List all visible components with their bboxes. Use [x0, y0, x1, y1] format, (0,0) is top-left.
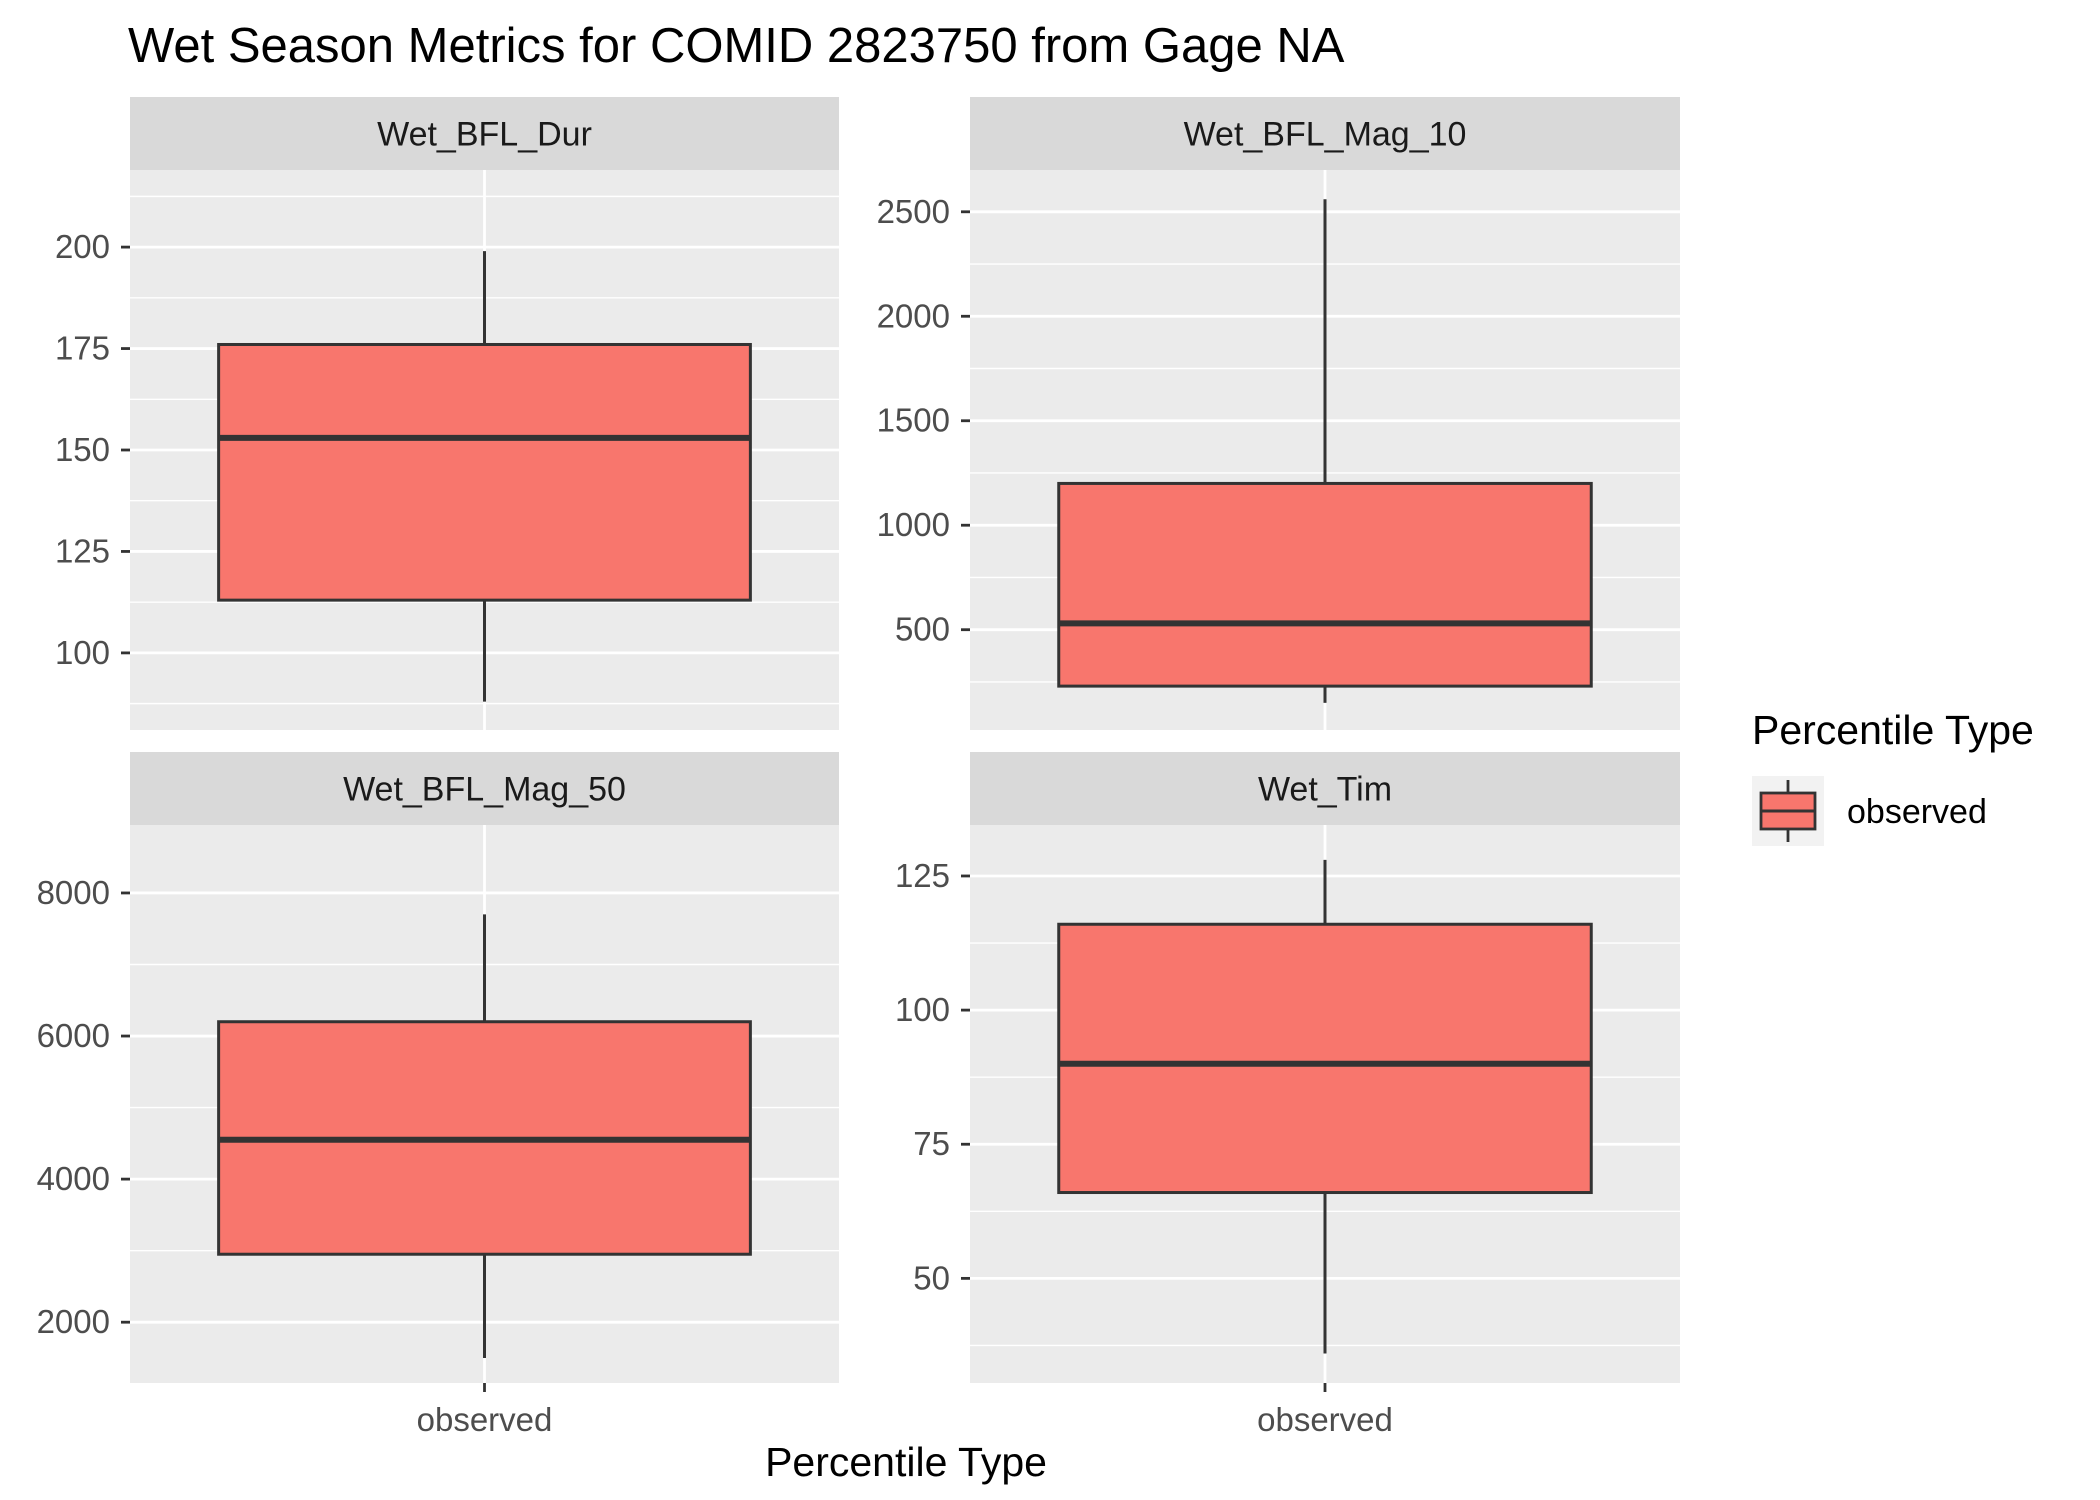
- y-tick-label: 125: [55, 532, 110, 569]
- facet-grid: 100 125 150 175 200 Wet_BFL_Dur 500 1000 1500 200…: [37, 97, 1680, 1438]
- box-iqr: [1057, 922, 1593, 1195]
- y-tick-label: 1000: [877, 506, 950, 543]
- legend-entry: observed: [1752, 776, 1987, 846]
- box-iqr: [217, 342, 752, 602]
- y-tick-label: 500: [895, 611, 950, 648]
- x-tick-label: observed: [1257, 1401, 1393, 1438]
- legend-title: Percentile Type: [1752, 707, 2034, 753]
- facet-panel: 100 125 150 175 200 Wet_BFL_Dur: [55, 97, 839, 730]
- y-tick-label: 8000: [37, 874, 110, 911]
- y-tick-label: 1500: [877, 402, 950, 439]
- facet-strip-label: Wet_BFL_Dur: [377, 116, 592, 154]
- facet-strip: [130, 97, 839, 170]
- facet-panel: 50 75 100 125 Wet_Tim observed: [895, 752, 1680, 1438]
- facet-strip: [970, 752, 1680, 825]
- y-tick-label: 125: [895, 857, 950, 894]
- facet-panel: 2000 4000 6000 8000 Wet_BFL_Mag_50 observed: [37, 752, 839, 1438]
- chart-title: Wet Season Metrics for COMID 2823750 fro…: [128, 19, 1345, 73]
- y-tick-label: 175: [55, 330, 110, 367]
- facet-strip-label: Wet_Tim: [1258, 771, 1392, 809]
- facet-strip: [130, 752, 839, 825]
- y-tick-label: 150: [55, 431, 110, 468]
- y-tick-label: 4000: [37, 1160, 110, 1197]
- y-tick-label: 100: [55, 634, 110, 671]
- y-tick-label: 50: [913, 1259, 950, 1296]
- y-tick-label: 6000: [37, 1017, 110, 1054]
- y-tick-label: 2000: [877, 297, 950, 334]
- y-tick-label: 2000: [37, 1303, 110, 1340]
- facet-strip-label: Wet_BFL_Mag_50: [343, 771, 626, 809]
- x-axis-title: Percentile Type: [765, 1439, 1047, 1485]
- y-tick-label: 2500: [877, 193, 950, 230]
- facet-panel: 500 1000 1500 2000 2500 Wet_BFL_Mag_10: [877, 97, 1680, 730]
- legend-label: observed: [1847, 793, 1987, 831]
- x-tick-label: observed: [417, 1401, 553, 1438]
- facet-strip: [970, 97, 1680, 170]
- y-tick-label: 75: [913, 1125, 950, 1162]
- box-iqr: [1057, 481, 1593, 688]
- y-tick-label: 200: [55, 228, 110, 265]
- y-tick-label: 100: [895, 991, 950, 1028]
- facet-strip-label: Wet_BFL_Mag_10: [1184, 116, 1467, 154]
- legend: Percentile Type observed: [1752, 707, 2034, 846]
